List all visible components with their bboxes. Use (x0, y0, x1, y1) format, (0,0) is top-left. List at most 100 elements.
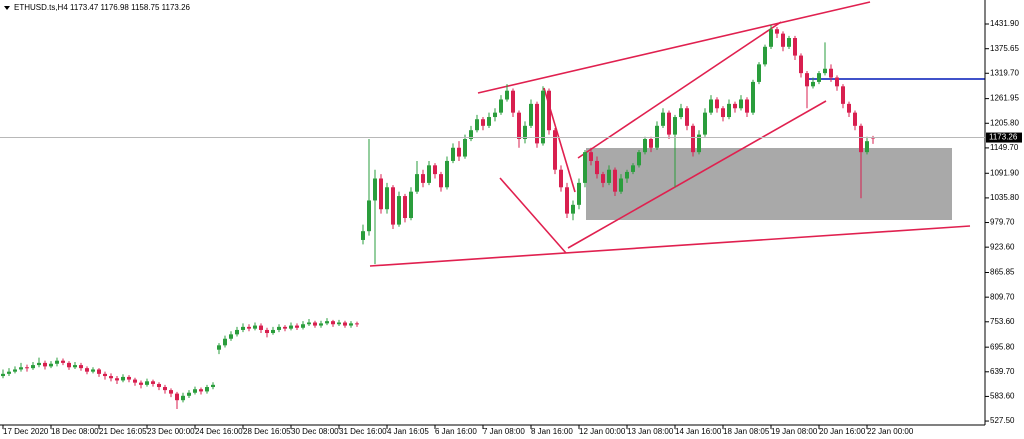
candle-body (217, 345, 221, 350)
candle-body (541, 90, 545, 144)
candle-body (49, 363, 53, 367)
x-tick-label: 24 Dec 16:00 (195, 427, 243, 436)
candle-body (175, 393, 179, 401)
candle-body (757, 64, 761, 82)
candle-body (511, 90, 515, 113)
candle-body (337, 322, 341, 325)
candle-body (13, 369, 17, 372)
candle-body (589, 152, 593, 161)
candle-body (169, 390, 173, 394)
trend-line (567, 100, 827, 249)
candle-body (457, 147, 461, 157)
candle-body (667, 112, 671, 135)
candle-body (493, 112, 497, 118)
candle-body (103, 373, 107, 377)
candle-body (385, 187, 389, 210)
candle-body (289, 325, 293, 329)
candle-body (331, 321, 335, 325)
candle-body (499, 99, 503, 113)
candle-body (637, 152, 641, 166)
y-tick-label: 865.85 (990, 268, 1015, 277)
candle-body (769, 29, 773, 47)
x-tick-label: 20 Jan 16:00 (819, 427, 866, 436)
candle-body (223, 338, 227, 346)
candle-body (43, 362, 47, 367)
candle-body (367, 200, 371, 232)
candle-body (739, 99, 743, 109)
candle-body (781, 33, 785, 47)
candle-body (403, 196, 407, 219)
candle-body (481, 119, 485, 126)
candle-body (817, 73, 821, 82)
candle-body (121, 376, 125, 381)
candle-body (679, 108, 683, 118)
candle-body (631, 165, 635, 172)
y-tick-label: 1261.95 (990, 94, 1019, 103)
candle-body (379, 178, 383, 210)
candle-body (139, 382, 143, 385)
candle-body (199, 389, 203, 392)
candle-body (79, 365, 83, 369)
y-tick-label: 1091.90 (990, 168, 1019, 177)
candle-body (733, 103, 737, 109)
candle-body (433, 165, 437, 175)
candle-body (649, 138, 653, 148)
candle-body (205, 387, 209, 392)
candle-body (859, 125, 863, 153)
x-tick-label: 4 Jan 16:05 (387, 427, 429, 436)
candle-body (487, 117, 491, 126)
candle-body (715, 99, 719, 109)
x-tick-label: 19 Jan 08:00 (771, 427, 818, 436)
candle-body (73, 365, 77, 368)
candle-body (673, 117, 677, 135)
y-tick-label: 1375.65 (990, 44, 1019, 53)
candle-body (145, 381, 149, 385)
candle-body (655, 125, 659, 148)
candle-body (697, 134, 701, 153)
menu-icon[interactable] (4, 6, 10, 10)
y-tick-label: 695.80 (990, 342, 1015, 351)
candle-body (163, 387, 167, 391)
candle-body (37, 362, 41, 366)
x-tick-label: 31 Dec 16:00 (339, 427, 387, 436)
candle-body (565, 187, 569, 214)
candle-body (517, 112, 521, 139)
candle-body (799, 55, 803, 74)
trend-line (577, 21, 782, 159)
candle-body (295, 325, 299, 328)
candle-body (535, 103, 539, 144)
candle-body (469, 130, 473, 139)
y-tick-label: 923.60 (990, 242, 1015, 251)
candle-body (61, 360, 65, 363)
candle-body (307, 322, 311, 325)
candle-body (577, 182, 581, 205)
y-tick-label: 1149.70 (990, 143, 1019, 152)
candle-body (721, 108, 725, 118)
candle-body (529, 103, 533, 126)
candle-body (109, 376, 113, 379)
candle-body (847, 103, 851, 113)
y-tick-label: 753.60 (990, 317, 1015, 326)
candle-body (625, 171, 629, 179)
x-tick-label: 6 Jan 16:00 (435, 427, 477, 436)
candle-body (505, 90, 509, 100)
candle-body (97, 369, 101, 374)
candle-body (835, 77, 839, 87)
candle-body (583, 152, 587, 183)
current-price-label: 1173.26 (989, 133, 1018, 142)
candle-body (787, 38, 791, 47)
candle-body (421, 174, 425, 183)
candle-body (709, 99, 713, 113)
candle-body (361, 231, 365, 240)
candle-body (211, 384, 215, 388)
candle-body (727, 103, 731, 118)
candle-body (445, 160, 449, 188)
candle-body (67, 362, 71, 368)
y-tick-label: 1319.70 (990, 68, 1019, 77)
candle-body (181, 395, 185, 401)
candle-body (805, 73, 809, 87)
candle-body (253, 325, 257, 329)
y-tick-label: 979.70 (990, 218, 1015, 227)
candle-body (277, 326, 281, 330)
